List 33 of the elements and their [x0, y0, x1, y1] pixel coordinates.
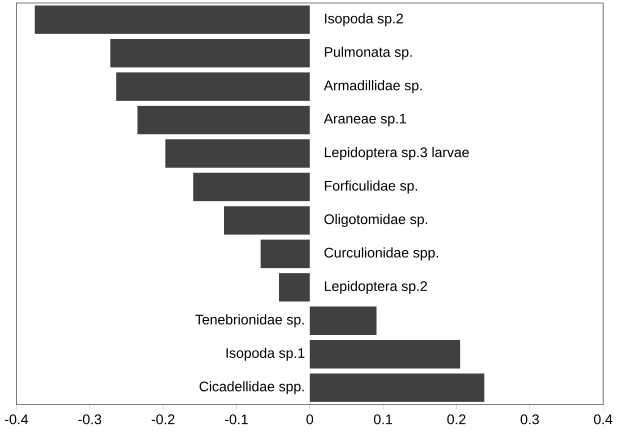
- bar: [278, 272, 310, 302]
- bar: [193, 172, 310, 202]
- y-tick-label: Araneae sp.1: [324, 114, 406, 126]
- y-tick-label: Tenebrionidae sp.: [195, 314, 304, 328]
- x-tick-label: -0.1: [225, 414, 248, 424]
- bar: [137, 106, 310, 134]
- y-tick-label: Isopoda sp.1: [226, 348, 304, 361]
- y-tick-label: Forficulidae sp.: [324, 180, 418, 194]
- x-tick-label: 0.3: [520, 414, 539, 424]
- x-tick-label: -0.4: [5, 414, 28, 424]
- y-tick-label: Lepidoptera sp.2: [324, 280, 427, 294]
- x-tick-label: 0.1: [374, 414, 392, 424]
- bar: [310, 373, 484, 402]
- x-tick-label: 0: [306, 414, 314, 424]
- bar: [260, 240, 310, 268]
- x-tick-label: 0.4: [594, 414, 612, 424]
- bar: [165, 139, 310, 168]
- y-tick-label: Lepidoptera sp.3 larvae: [324, 146, 469, 160]
- y-tick-label: Oligotomidae sp.: [324, 214, 428, 227]
- x-tick-label: -0.2: [152, 414, 174, 424]
- bar: [310, 306, 377, 335]
- bar: [224, 206, 310, 235]
- y-tick-label: Cicadellidae spp.: [200, 381, 304, 394]
- x-tick-label: -0.3: [78, 414, 102, 424]
- y-tick-label: Isopoda sp.2: [325, 13, 403, 26]
- y-tick-label: Pulmonata sp.: [324, 46, 412, 60]
- y-tick-label: Curculionidae spp.: [324, 247, 438, 260]
- bar: [110, 38, 310, 68]
- bar: [34, 5, 310, 34]
- x-tick-label: 0.2: [447, 414, 466, 424]
- bar: [310, 340, 460, 368]
- y-tick-label: Armadillidae sp.: [324, 80, 422, 94]
- bar: [116, 72, 310, 101]
